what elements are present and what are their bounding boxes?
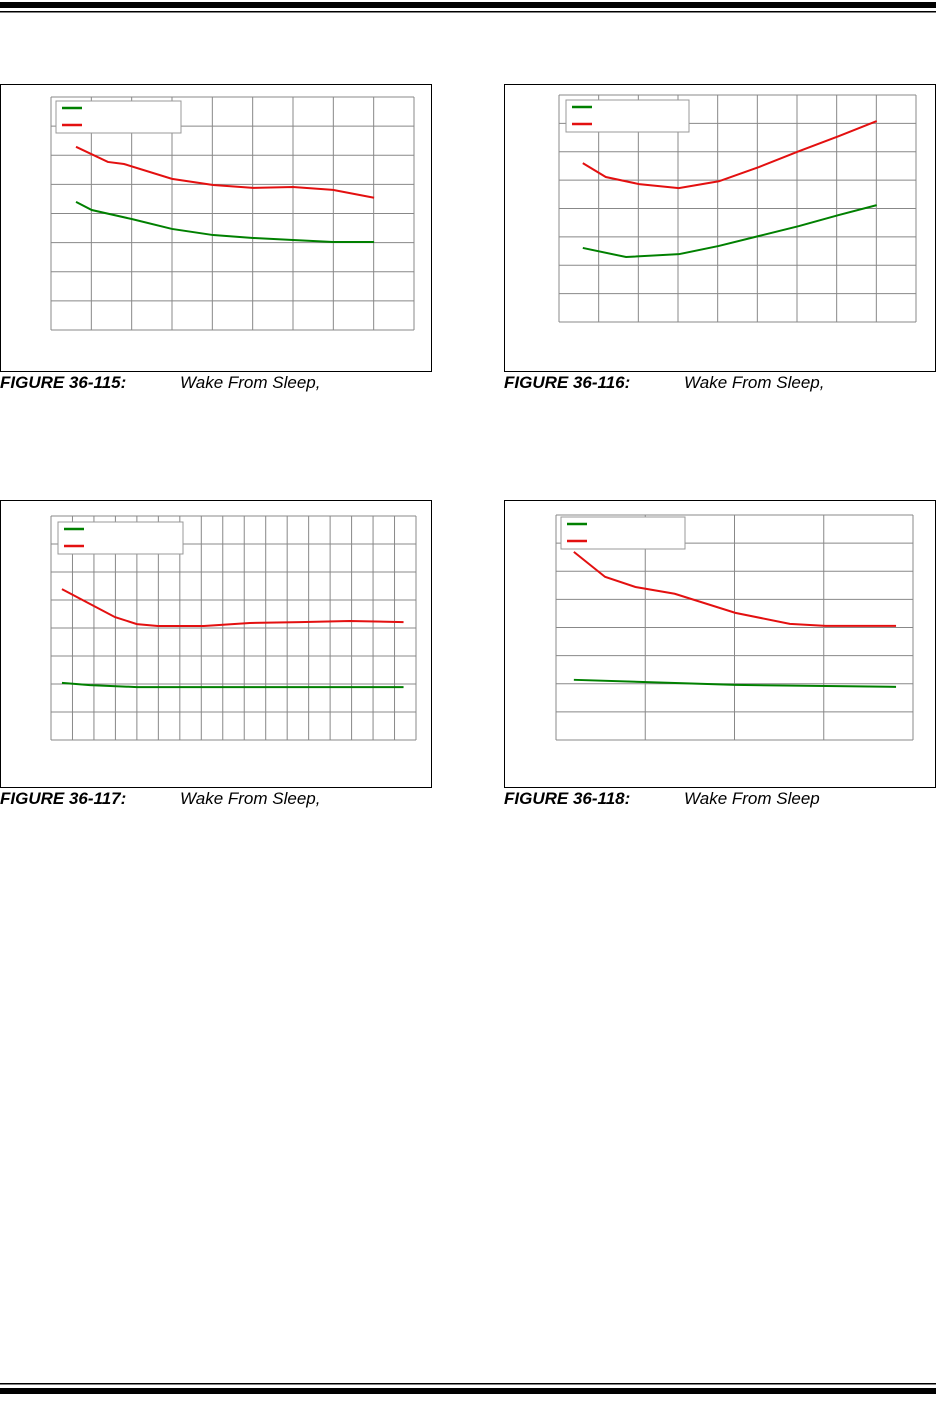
legend — [57, 521, 184, 555]
legend — [55, 100, 182, 134]
figure-frame — [0, 500, 432, 788]
bottom-rule — [0, 1388, 936, 1394]
figure-caption: Wake From Sleep, — [180, 373, 320, 392]
series-line — [75, 200, 375, 244]
series-line — [582, 120, 878, 190]
figure-frame — [0, 84, 432, 372]
legend — [560, 516, 686, 550]
series-line — [75, 145, 375, 199]
bottom-rule-thin — [0, 1383, 936, 1385]
figure-label: FIGURE 36-115: — [0, 373, 126, 392]
figure-caption: Wake From Sleep, — [684, 373, 824, 392]
figure-caption: Wake From Sleep, — [180, 789, 320, 808]
figure-caption: Wake From Sleep — [684, 789, 820, 808]
series-line — [573, 551, 897, 627]
figure-label: FIGURE 36-118: — [504, 789, 630, 808]
top-rule — [0, 2, 936, 8]
series-line — [582, 204, 877, 259]
series-line — [61, 588, 404, 628]
series-line — [61, 681, 404, 689]
series-line — [573, 678, 897, 688]
top-rule-thin — [0, 11, 936, 13]
figure-label: FIGURE 36-116: — [504, 373, 630, 392]
figure-label: FIGURE 36-117: — [0, 789, 126, 808]
legend — [565, 99, 690, 133]
